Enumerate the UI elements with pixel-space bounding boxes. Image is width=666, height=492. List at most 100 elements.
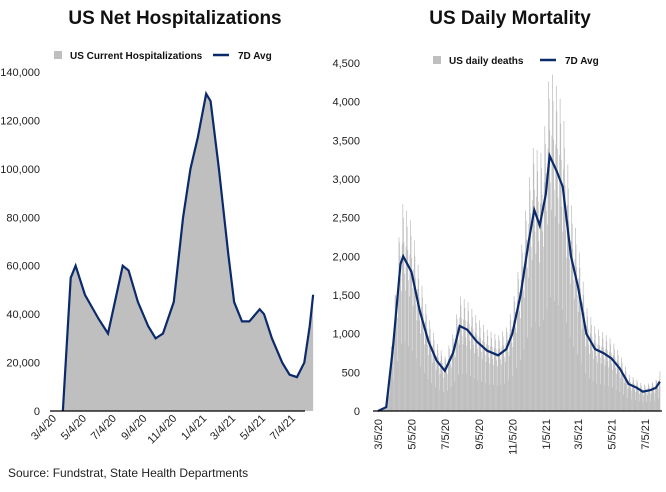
daily-deaths-bar (601, 332, 603, 411)
daily-deaths-bar (533, 163, 535, 411)
daily-deaths-bar (521, 252, 523, 411)
daily-deaths-bar (527, 337, 529, 411)
daily-deaths-bar (454, 381, 456, 411)
y-tick-label: 120,000 (0, 115, 40, 127)
daily-deaths-bar (444, 366, 445, 411)
daily-deaths-bar (519, 359, 521, 411)
daily-deaths-bar (643, 389, 645, 411)
daily-deaths-bar (493, 347, 495, 411)
daily-deaths-bar (605, 348, 607, 411)
daily-deaths-bar (641, 388, 643, 411)
daily-deaths-bar (394, 322, 395, 411)
seven-day-avg-line (61, 90, 315, 412)
daily-deaths-bar (421, 306, 422, 411)
daily-deaths-bar (658, 388, 660, 411)
y-tick-label: 2,000 (332, 251, 360, 263)
daily-deaths-bar (595, 343, 597, 411)
daily-deaths-bar (479, 320, 480, 411)
daily-deaths-bar (580, 288, 581, 411)
daily-deaths-bar (618, 372, 620, 411)
daily-deaths-bar (452, 338, 454, 411)
daily-deaths-bar (404, 273, 405, 411)
daily-deaths-bar (642, 393, 643, 411)
daily-deaths-bar (514, 301, 516, 411)
daily-deaths-bar (389, 396, 391, 411)
daily-deaths-bar (406, 226, 408, 411)
daily-deaths-bar (544, 143, 546, 411)
daily-deaths-bar (457, 340, 459, 411)
daily-deaths-bar (566, 205, 568, 411)
daily-deaths-bar (621, 357, 622, 411)
daily-deaths-bar (474, 353, 475, 411)
source-note: Source: Fundstrat, State Health Departme… (8, 466, 249, 480)
daily-deaths-bar (627, 397, 628, 411)
daily-deaths-bar (464, 320, 466, 411)
daily-deaths-bar (614, 349, 615, 411)
daily-deaths-bar (552, 74, 553, 411)
daily-deaths-bar (558, 223, 560, 411)
daily-deaths-bar (475, 315, 477, 411)
daily-deaths-bar (389, 380, 391, 411)
daily-deaths-bar (604, 385, 605, 411)
daily-deaths-bar (385, 409, 387, 411)
daily-deaths-bar (657, 387, 659, 411)
daily-deaths-bar (396, 317, 398, 411)
daily-deaths-bar (459, 317, 461, 411)
daily-deaths-bar (433, 340, 435, 411)
right-chart-title: US Daily Mortality (429, 8, 591, 29)
daily-deaths-bar (470, 349, 472, 411)
daily-deaths-bar (456, 318, 458, 411)
daily-deaths-bar (556, 111, 558, 411)
daily-deaths-bar (550, 209, 552, 411)
daily-deaths-bar (635, 392, 637, 411)
daily-deaths-bar (639, 387, 641, 411)
daily-deaths-bar (609, 351, 610, 411)
daily-deaths-bar (573, 346, 575, 411)
daily-deaths-bar (630, 387, 632, 411)
daily-deaths-bar (553, 139, 554, 411)
daily-deaths-bar (480, 338, 482, 411)
daily-deaths-bar (591, 325, 592, 411)
daily-deaths-bar (599, 357, 601, 411)
daily-deaths-bar (469, 340, 471, 411)
daily-deaths-bar (443, 377, 445, 411)
daily-deaths-bar (591, 336, 593, 411)
daily-deaths-bar (532, 200, 534, 411)
daily-deaths-bar (582, 281, 584, 411)
daily-deaths-bar (548, 81, 550, 411)
daily-deaths-bar (428, 335, 430, 411)
daily-deaths-bar (409, 296, 410, 411)
daily-deaths-bar (388, 385, 390, 411)
daily-deaths-bar (518, 278, 519, 411)
daily-deaths-bar (632, 377, 634, 411)
daily-deaths-bar (543, 182, 545, 411)
legend-label: 7D Avg (565, 56, 599, 67)
daily-deaths-bar (414, 256, 416, 411)
daily-deaths-bar (632, 383, 633, 411)
daily-deaths-bar (413, 240, 415, 411)
daily-deaths-bar (550, 297, 552, 411)
daily-deaths-bar (395, 295, 397, 411)
daily-deaths-bar (411, 257, 412, 411)
daily-deaths-bar (458, 344, 460, 411)
daily-deaths-bar (478, 356, 479, 411)
daily-deaths-bar (412, 305, 414, 411)
daily-deaths-bar (400, 344, 402, 411)
daily-deaths-bar (473, 378, 475, 411)
daily-deaths-bar (560, 123, 562, 412)
daily-deaths-bar (612, 355, 614, 411)
daily-deaths-bar (441, 363, 443, 411)
daily-deaths-bar (442, 372, 444, 411)
daily-deaths-bar (592, 381, 594, 411)
daily-deaths-bar (502, 336, 504, 411)
daily-deaths-bar (493, 364, 495, 411)
daily-deaths-bar (503, 356, 505, 411)
daily-deaths-bar (508, 355, 510, 411)
daily-deaths-bar (536, 196, 537, 411)
daily-deaths-bar (649, 392, 651, 411)
daily-deaths-bar (615, 389, 617, 411)
daily-deaths-bar (496, 360, 497, 411)
y-tick-label: 1,500 (332, 290, 360, 302)
daily-deaths-bar (597, 362, 598, 411)
daily-deaths-bar (547, 148, 549, 411)
